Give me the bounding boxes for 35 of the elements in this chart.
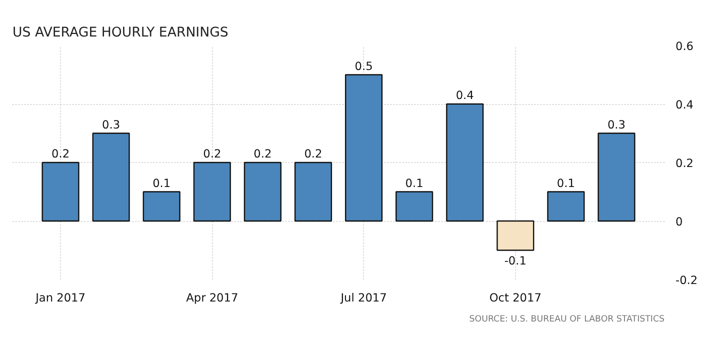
chart-title: US AVERAGE HOURLY EARNINGS: [12, 26, 228, 40]
bar: [294, 162, 332, 222]
bar: [42, 162, 80, 222]
data-label: 0.5: [354, 58, 373, 73]
data-label: 0.2: [304, 146, 322, 160]
bar: [193, 162, 231, 222]
y-tick-label: 0.4: [676, 98, 694, 112]
bar: [344, 74, 383, 222]
source-note: SOURCE: U.S. BUREAU OF LABOR STATISTICS: [469, 314, 666, 324]
bar: [547, 191, 585, 222]
x-tick-label: Oct 2017: [489, 290, 542, 304]
data-label: 0.1: [152, 176, 171, 190]
data-label: 0.2: [203, 146, 222, 160]
data-label: 0.4: [456, 88, 474, 102]
bar: [92, 132, 130, 222]
data-label: -0.1: [504, 253, 526, 268]
bar: [244, 162, 282, 222]
y-tick-label: 0: [676, 214, 683, 228]
y-tick-label: 0.6: [676, 39, 694, 53]
bar: [142, 191, 180, 222]
data-label: 0.3: [607, 117, 626, 132]
data-label: 0.1: [405, 176, 424, 190]
data-label: 0.2: [52, 146, 70, 160]
bar: [446, 103, 484, 222]
bar: [496, 220, 534, 251]
bar: [396, 191, 434, 222]
data-label: 0.1: [556, 176, 575, 190]
x-tick-label: Jan 2017: [34, 290, 86, 304]
bar: [598, 132, 636, 222]
data-label: 0.2: [254, 146, 272, 160]
x-tick-label: Jul 2017: [340, 290, 387, 304]
x-tick-label: Apr 2017: [186, 290, 238, 304]
y-tick-label: -0.2: [676, 273, 698, 287]
data-label: 0.3: [102, 117, 120, 132]
y-tick-label: 0.2: [676, 156, 694, 170]
